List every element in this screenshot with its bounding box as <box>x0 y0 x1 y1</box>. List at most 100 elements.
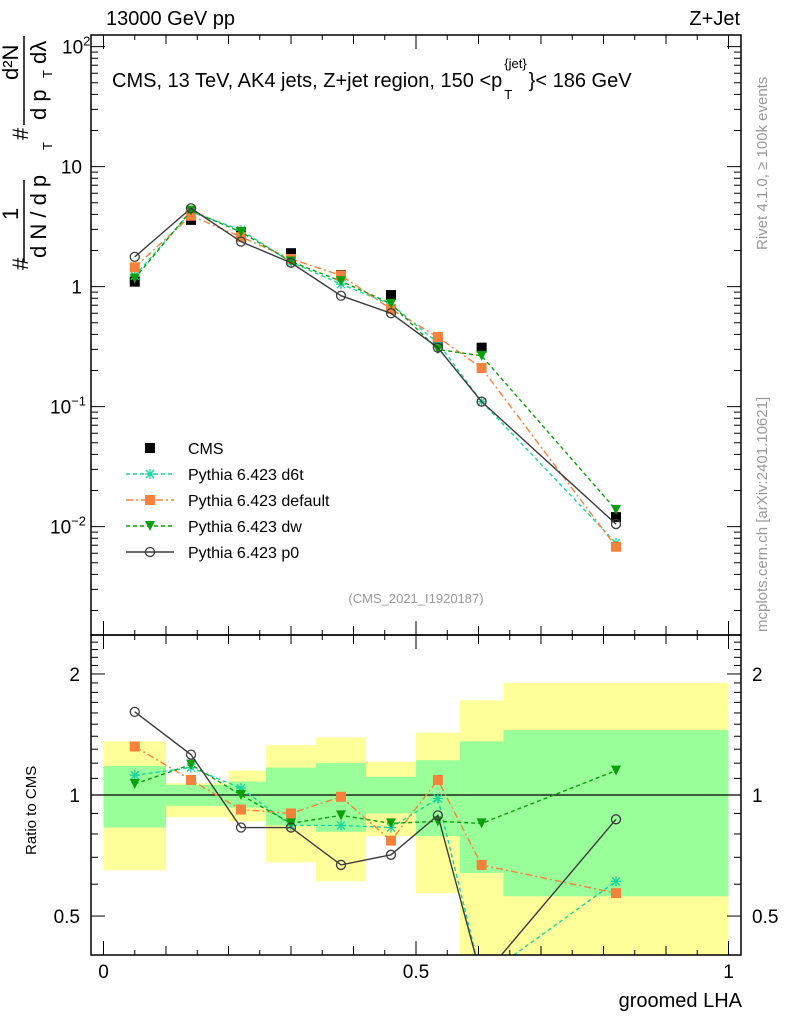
ratio-point-pythia-6-423-default <box>336 791 346 802</box>
y-tick-label: 10−1 <box>50 394 86 419</box>
ratio-point-pythia-6-423-default <box>286 808 296 819</box>
ratio-point-pythia-6-423-d6t <box>236 783 246 794</box>
x-tick-label: 1 <box>723 962 734 983</box>
main-point-pythia-6-423-dw <box>336 276 346 287</box>
y-tick-exponent: −2 <box>71 514 86 529</box>
main-point-pythia-6-423-dw <box>186 205 196 216</box>
ylabel-dn-dpt: d N / d p <box>26 175 51 258</box>
ratio-point-pythia-6-423-p0 <box>185 749 197 760</box>
ratio-point-pythia-6-423-default <box>611 888 621 899</box>
ratio-point-pythia-6-423-p0 <box>235 822 247 833</box>
mcplots-label: mcplots.cern.ch [arXiv:2401.10621] <box>754 397 771 632</box>
main-point-pythia-6-423-p0 <box>285 257 297 268</box>
main-line-pythia-6-423-p0 <box>134 207 617 525</box>
ylabel-hash1: # <box>8 257 33 270</box>
y-tick-exponent: 2 <box>83 34 90 49</box>
ratio-point-pythia-6-423-d6t <box>129 770 140 781</box>
ratio-y-tick-label: 1 <box>752 786 763 807</box>
ratio-point-pythia-6-423-dw <box>236 790 246 800</box>
main-line-pythia-6-423-default <box>134 214 617 548</box>
ratio-point-pythia-6-423-p0 <box>285 822 297 833</box>
ratio-line-pythia-6-423-p0 <box>134 711 617 955</box>
ratio-point-pythia-6-423-d6t <box>432 793 443 804</box>
plot-title-main: CMS, 13 TeV, AK4 jets, Z+jet region, 150… <box>112 70 502 92</box>
ratio-point-pythia-6-423-p0 <box>610 814 622 825</box>
main-point-pythia-6-423-dw <box>236 227 246 238</box>
legend-marker-pythia-6-423-d6t <box>145 469 155 479</box>
stat-uncertainty-band <box>503 730 729 897</box>
legend-label-cms: CMS <box>188 441 224 458</box>
ratio-point-pythia-6-423-dw <box>386 818 396 829</box>
main-point-pythia-6-423-dw <box>386 298 396 309</box>
plot-title-sub: T <box>504 87 512 102</box>
ylabel-t2: T <box>40 70 55 78</box>
ylabel-t1: T <box>40 142 55 150</box>
legend-label-pythia-6-423-d6t: Pythia 6.423 d6t <box>188 467 304 484</box>
ratio-point-pythia-6-423-dw <box>186 759 196 770</box>
main-point-cms <box>611 512 621 523</box>
main-point-pythia-6-423-p0 <box>385 308 397 319</box>
y-axis-label: # 1 d N / d p T # d²N d p T dλ <box>0 36 55 270</box>
ratio-point-pythia-6-423-dw <box>336 810 346 821</box>
y-tick-label: 10 <box>61 158 82 179</box>
analysis-id: (CMS_2021_I1920187) <box>348 591 483 606</box>
stat-uncertainty-band <box>459 741 504 873</box>
main-point-pythia-6-423-default <box>611 541 621 552</box>
legend-marker-pythia-6-423-p0 <box>144 546 156 558</box>
ratio-y-tick-label: 2 <box>752 665 763 686</box>
ratio-point-pythia-6-423-p0 <box>432 810 444 821</box>
ratio-point-pythia-6-423-dw <box>129 779 140 790</box>
y-tick-exponent: −1 <box>71 394 86 409</box>
ratio-point-pythia-6-423-default <box>386 835 396 846</box>
main-point-pythia-6-423-dw <box>476 350 487 361</box>
main-point-pythia-6-423-default <box>186 210 196 221</box>
ratio-y-tick-label: 0.5 <box>752 907 778 928</box>
main-point-pythia-6-423-default <box>336 270 346 281</box>
legend-label-pythia-6-423-p0: Pythia 6.423 p0 <box>188 545 299 562</box>
main-line-pythia-6-423-dw <box>134 209 617 511</box>
rivet-label: Rivet 4.1.0, ≥ 100k events <box>754 77 771 250</box>
header-right: Z+Jet <box>689 8 740 30</box>
plot-title-sup: {jet} <box>504 56 527 71</box>
ylabel-d2n: d²N <box>0 45 23 80</box>
legend-marker-cms <box>145 443 155 453</box>
ratio-point-pythia-6-423-p0 <box>129 706 140 717</box>
ylabel-dpt: d p <box>26 89 51 120</box>
ratio-point-pythia-6-423-default <box>186 774 196 785</box>
main-point-pythia-6-423-p0 <box>476 396 487 407</box>
ratio-y-label: Ratio to CMS <box>23 766 40 855</box>
legend-marker-pythia-6-423-default <box>145 495 155 505</box>
ratio-point-pythia-6-423-default <box>129 741 140 752</box>
ratio-point-pythia-6-423-default <box>236 804 246 815</box>
ratio-line-pythia-6-423-d6t <box>134 766 617 955</box>
ratio-point-pythia-6-423-dw <box>476 818 487 829</box>
ratio-point-pythia-6-423-dw <box>611 765 621 776</box>
ratio-point-pythia-6-423-p0 <box>335 859 347 871</box>
x-tick-label: 0 <box>98 962 109 983</box>
main-point-pythia-6-423-p0 <box>235 236 247 247</box>
legend-label-pythia-6-423-dw: Pythia 6.423 dw <box>188 519 302 536</box>
main-point-cms <box>286 248 296 259</box>
main-point-pythia-6-423-p0 <box>335 290 347 301</box>
main-point-pythia-6-423-dw <box>611 504 621 515</box>
main-point-pythia-6-423-default <box>476 362 487 373</box>
y-tick-label: 102 <box>62 34 90 59</box>
ratio-point-pythia-6-423-p0 <box>385 849 397 860</box>
main-point-cms <box>386 290 396 301</box>
ratio-y-tick-label: 1 <box>69 786 80 807</box>
ratio-point-pythia-6-423-default <box>476 859 487 870</box>
legend-label-pythia-6-423-default: Pythia 6.423 default <box>188 493 330 510</box>
ylabel-dlambda: dλ <box>26 41 51 64</box>
plot-title-end: }< 186 GeV <box>529 70 633 92</box>
ratio-point-pythia-6-423-d6t <box>336 820 346 831</box>
ratio-point-pythia-6-423-d6t <box>611 876 621 887</box>
header-left: 13000 GeV pp <box>106 8 235 30</box>
legend: CMS Pythia 6.423 d6t Pythia 6.423 default P… <box>126 441 330 562</box>
legend-marker-pythia-6-423-dw <box>145 521 155 531</box>
main-point-pythia-6-423-dw <box>129 273 140 284</box>
x-axis-label: groomed LHA <box>619 990 743 1012</box>
ratio-y-tick-label: 0.5 <box>54 907 80 928</box>
y-tick-label: 10−2 <box>50 514 86 539</box>
ratio-y-tick-label: 2 <box>69 665 80 686</box>
main-point-pythia-6-423-default <box>129 262 140 273</box>
